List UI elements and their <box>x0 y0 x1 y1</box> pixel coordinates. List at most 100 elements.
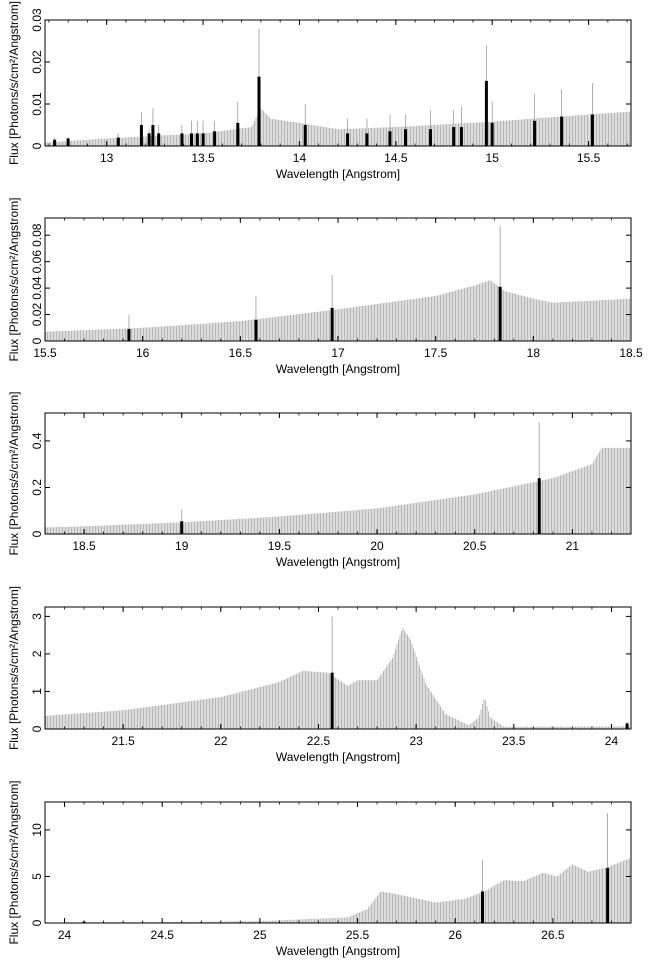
y-tick-label: 2 <box>30 650 44 657</box>
panel-5: 24 24.5 25 25.5 26 26.5 0 5 10 Wavelength [Angstr… <box>7 780 632 958</box>
data-bar <box>66 138 70 146</box>
data-bar <box>560 116 564 146</box>
y-axis-3: 0 0.2 0.4 <box>30 432 631 537</box>
x-axis-5: 24 24.5 25 25.5 26 26.5 <box>44 802 612 942</box>
y-tick-label: 0.08 <box>30 223 44 247</box>
x-tick-label: 24 <box>58 928 72 942</box>
y-axis-4: 0 1 2 3 <box>30 613 631 732</box>
x-axis-label: Wavelength [Angstrom] <box>276 167 400 181</box>
x-tick-label: 20.5 <box>463 539 487 553</box>
data-bar <box>257 76 261 146</box>
data-bar <box>180 521 184 534</box>
data-bar <box>459 127 463 146</box>
x-axis-label: Wavelength [Angstrom] <box>276 750 400 764</box>
model-spectrum-2 <box>45 280 630 341</box>
x-tick-label: 18.5 <box>619 346 643 360</box>
y-axis-label: Flux [Photons/s/cm²/Angstrom] <box>7 1 21 165</box>
data-bar <box>303 125 307 146</box>
y-tick-label: 0 <box>30 725 44 732</box>
x-tick-label: 18 <box>527 346 541 360</box>
data-bar <box>533 120 537 146</box>
x-tick-label: 16 <box>136 346 150 360</box>
data-bar <box>151 125 155 146</box>
data-bar <box>498 286 502 341</box>
x-tick-label: 17.5 <box>424 346 448 360</box>
panel-3: 18.5 19 19.5 20 20.5 21 0 0.2 0.4 Wavelength [Ang… <box>7 391 632 569</box>
data-bar <box>452 127 456 146</box>
y-tick-label: 0 <box>30 337 44 344</box>
x-tick-label: 13.5 <box>191 151 215 165</box>
y-tick-label: 0.01 <box>30 92 44 116</box>
data-bar <box>484 80 488 146</box>
x-tick-label: 15.5 <box>577 151 601 165</box>
data-bar <box>330 672 334 729</box>
x-tick-label: 23 <box>409 734 423 748</box>
x-tick-label: 22.5 <box>307 734 331 748</box>
x-tick-label: 24 <box>605 734 619 748</box>
data-bar <box>213 131 217 146</box>
x-tick-label: 25.5 <box>346 928 370 942</box>
data-points-4 <box>330 616 629 729</box>
data-bar <box>254 319 258 341</box>
x-tick-label: 22 <box>214 734 228 748</box>
data-bar <box>127 329 131 341</box>
data-bar <box>346 133 350 146</box>
y-tick-label: 3 <box>30 613 44 620</box>
y-tick-label: 0 <box>30 142 44 149</box>
y-tick-label: 0.4 <box>30 432 44 449</box>
data-bar <box>53 139 57 146</box>
data-bar <box>201 133 205 146</box>
y-tick-label: 0.03 <box>30 8 44 32</box>
data-bar <box>481 891 484 923</box>
data-bar <box>537 478 541 534</box>
x-tick-label: 19 <box>175 539 189 553</box>
x-tick-label: 20 <box>370 539 384 553</box>
data-bar <box>139 125 143 146</box>
data-points-1 <box>53 28 594 146</box>
y-tick-label: 0.02 <box>30 50 44 74</box>
data-bar <box>236 122 240 146</box>
x-tick-label: 25 <box>253 928 267 942</box>
data-bar <box>388 131 392 146</box>
y-axis-label: Flux [Photons/s/cm²/Angstrom] <box>7 391 21 555</box>
data-bar <box>180 133 184 146</box>
x-tick-label: 26 <box>449 928 463 942</box>
data-bar <box>116 137 120 146</box>
x-tick-label: 13 <box>100 151 114 165</box>
data-bar <box>490 122 494 146</box>
x-tick-label: 15 <box>486 151 500 165</box>
x-axis-label: Wavelength [Angstrom] <box>276 944 400 958</box>
y-tick-label: 0.2 <box>30 479 44 496</box>
y-tick-label: 0.04 <box>30 276 44 300</box>
x-axis-4: 21.5 22 22.5 23 23.5 24 <box>44 607 619 748</box>
x-tick-label: 14.5 <box>384 151 408 165</box>
x-tick-label: 24.5 <box>151 928 175 942</box>
panel-1: 13 13.5 14 14.5 15 15.5 0 0.01 0.02 0.03 Wavelengt… <box>7 1 632 181</box>
y-axis-label: Flux [Photons/s/cm²/Angstrom] <box>7 780 21 944</box>
data-bar <box>195 133 199 146</box>
x-tick-label: 21.5 <box>111 734 135 748</box>
data-bar <box>606 868 610 923</box>
y-axis-1: 0 0.01 0.02 0.03 <box>30 8 631 149</box>
x-axis-2: 15.5 16 16.5 17 17.5 18 18.5 <box>33 218 643 360</box>
x-tick-label: 15.5 <box>33 346 57 360</box>
y-tick-label: 0 <box>30 530 44 537</box>
panel-2: 15.5 16 16.5 17 17.5 18 18.5 0 0.02 0.04 0.06 0.08 W… <box>7 197 643 376</box>
x-tick-label: 23.5 <box>502 734 526 748</box>
y-tick-label: 0.02 <box>30 303 44 327</box>
y-tick-label: 5 <box>30 873 44 880</box>
data-bar <box>147 133 151 146</box>
x-axis-label: Wavelength [Angstrom] <box>276 555 400 569</box>
x-tick-label: 26.5 <box>541 928 565 942</box>
data-bar <box>590 114 594 146</box>
model-spectrum-4 <box>45 628 630 729</box>
y-tick-label: 0 <box>30 919 44 926</box>
x-tick-label: 14 <box>293 151 307 165</box>
y-axis-5: 0 5 10 <box>30 823 631 926</box>
data-points-2 <box>127 225 502 341</box>
data-bar <box>190 133 193 146</box>
data-bar <box>625 723 629 729</box>
x-tick-label: 21 <box>566 539 580 553</box>
